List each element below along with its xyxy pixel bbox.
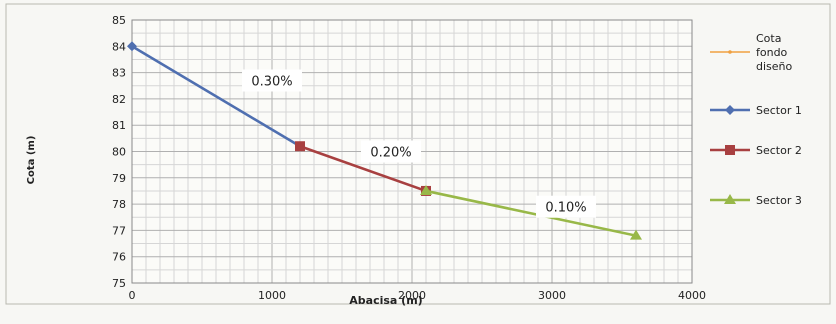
x-axis-label: Abacisa (m) [349,294,422,307]
legend-item-3: Sector 2 [710,144,802,157]
data-point [630,229,642,240]
legend-label: Cota [756,32,781,45]
y-tick-label: 84 [112,40,126,53]
data-point [127,41,137,52]
legend-item-2: Sector 1 [710,104,802,117]
y-tick-label: 78 [112,198,126,211]
y-tick-label: 82 [112,93,126,106]
annotation-label: 0.20% [370,146,411,161]
series-line [425,189,637,237]
y-tick-label: 76 [112,251,126,264]
plot-border [131,19,693,284]
annotation-box [536,195,596,218]
x-tick-label: 4000 [678,289,706,302]
series-line [131,45,301,148]
legend-label: Sector 2 [756,144,802,157]
x-tick-label: 1000 [258,289,286,302]
series-line [299,145,427,193]
legend-label: diseño [756,60,793,73]
y-tick-label: 81 [112,119,126,132]
y-tick-label: 79 [112,172,126,185]
legend-marker [725,145,735,155]
legend-item-4: Sector 3 [710,194,802,207]
annotation-box [242,69,302,92]
series-layer [127,41,642,240]
annotation-box [361,140,421,163]
axes: 75 76 77 78 79 80 81 82 83 84 85 0 1000 2000 3000 4000 [112,14,706,302]
annotation-label: 0.30% [251,74,292,89]
legend-marker [724,194,736,204]
legend-marker [728,50,732,54]
y-tick-label: 80 [112,146,126,159]
chart-outer-border [5,3,831,305]
legend-label: Sector 3 [756,194,802,207]
annotations-layer: 0.30% 0.20% 0.10% [242,69,596,218]
data-point [420,184,432,195]
x-tick-label: 2000 [398,289,426,302]
series-4 [420,184,642,240]
x-tick-label: 3000 [538,289,566,302]
legend-label: fondo [756,46,788,59]
y-tick-label: 75 [112,277,126,290]
legend-label: Sector 1 [756,104,802,117]
data-point [295,141,305,152]
y-tick-label: 77 [112,224,126,237]
y-axis-label: Cota (m) [26,136,37,185]
legend-marker [725,105,735,115]
x-tick-label: 0 [129,289,136,302]
annotation-label: 0.10% [545,201,586,216]
y-tick-label: 83 [112,67,126,80]
y-tick-label: 85 [112,14,126,27]
